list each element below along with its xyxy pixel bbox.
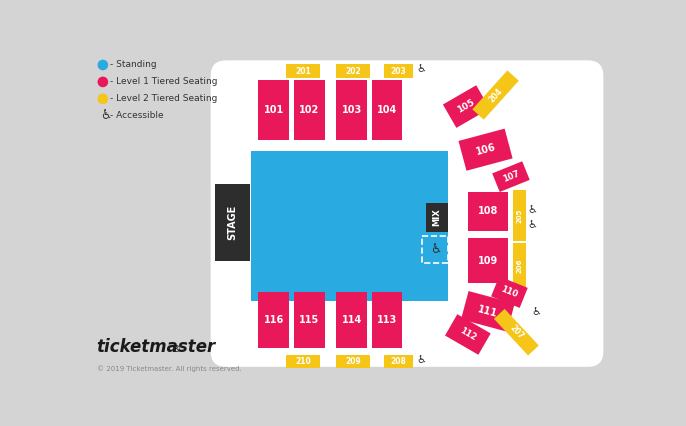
- Text: 116: 116: [263, 315, 284, 325]
- Bar: [473, 70, 519, 120]
- Text: - Level 2 Tiered Seating: - Level 2 Tiered Seating: [110, 95, 217, 104]
- FancyBboxPatch shape: [294, 80, 324, 140]
- Text: 112: 112: [458, 326, 477, 343]
- Text: 114: 114: [342, 315, 362, 325]
- Text: 208: 208: [390, 357, 407, 366]
- Text: ♿: ♿: [99, 109, 111, 122]
- Text: 103: 103: [342, 105, 362, 115]
- Text: - Level 1 Tiered Seating: - Level 1 Tiered Seating: [110, 78, 217, 86]
- Text: 115: 115: [299, 315, 320, 325]
- FancyBboxPatch shape: [372, 292, 403, 348]
- Text: 102: 102: [299, 105, 320, 115]
- Text: © 2019 Ticketmaster. All rights reserved.: © 2019 Ticketmaster. All rights reserved…: [97, 365, 241, 372]
- FancyBboxPatch shape: [294, 292, 324, 348]
- Text: 105: 105: [456, 98, 477, 115]
- Text: 210: 210: [295, 357, 311, 366]
- Text: ♿: ♿: [416, 63, 426, 73]
- Bar: [491, 276, 528, 308]
- FancyBboxPatch shape: [211, 60, 604, 367]
- Text: ♿: ♿: [528, 204, 538, 214]
- Text: 110: 110: [499, 285, 519, 299]
- Circle shape: [98, 94, 108, 104]
- FancyBboxPatch shape: [336, 354, 370, 368]
- FancyBboxPatch shape: [384, 354, 413, 368]
- Text: 205: 205: [517, 208, 523, 223]
- Text: 201: 201: [295, 66, 311, 76]
- Circle shape: [98, 77, 108, 86]
- Text: ®: ®: [172, 345, 181, 354]
- FancyBboxPatch shape: [468, 192, 508, 230]
- Bar: [494, 309, 539, 355]
- Text: 104: 104: [377, 105, 397, 115]
- Text: 106: 106: [475, 142, 497, 157]
- Circle shape: [98, 60, 108, 69]
- Text: 111: 111: [477, 304, 499, 319]
- FancyBboxPatch shape: [426, 203, 448, 232]
- FancyBboxPatch shape: [468, 238, 508, 283]
- FancyBboxPatch shape: [336, 292, 367, 348]
- FancyBboxPatch shape: [336, 80, 367, 140]
- Text: 206: 206: [517, 259, 523, 273]
- Text: 209: 209: [345, 357, 361, 366]
- FancyBboxPatch shape: [259, 292, 289, 348]
- Text: 107: 107: [501, 169, 521, 184]
- Text: 113: 113: [377, 315, 397, 325]
- FancyBboxPatch shape: [252, 151, 448, 301]
- Text: ♿: ♿: [416, 354, 426, 364]
- Text: 203: 203: [390, 66, 406, 76]
- Text: - Standing: - Standing: [110, 60, 156, 69]
- Bar: [445, 314, 490, 355]
- FancyBboxPatch shape: [286, 354, 320, 368]
- FancyBboxPatch shape: [384, 64, 413, 78]
- FancyBboxPatch shape: [286, 64, 320, 78]
- Text: 202: 202: [345, 66, 361, 76]
- Text: ♿: ♿: [528, 219, 538, 229]
- Text: MIX: MIX: [433, 209, 442, 226]
- FancyBboxPatch shape: [215, 184, 250, 261]
- FancyBboxPatch shape: [336, 64, 370, 78]
- Text: 207: 207: [508, 323, 525, 341]
- Bar: [458, 129, 512, 171]
- Text: ticketmaster: ticketmaster: [97, 338, 216, 356]
- Text: 101: 101: [263, 105, 284, 115]
- Text: 204: 204: [487, 86, 504, 104]
- Text: ♿: ♿: [430, 243, 441, 256]
- Bar: [493, 161, 530, 192]
- Text: 108: 108: [477, 206, 498, 216]
- FancyBboxPatch shape: [513, 190, 525, 241]
- Text: - Accessible: - Accessible: [110, 111, 163, 120]
- Text: 109: 109: [477, 256, 498, 265]
- Text: STAGE: STAGE: [228, 204, 237, 240]
- FancyBboxPatch shape: [259, 80, 289, 140]
- Text: ♿: ♿: [532, 305, 541, 316]
- Bar: [443, 85, 490, 128]
- Bar: [461, 291, 514, 332]
- FancyBboxPatch shape: [372, 80, 403, 140]
- FancyBboxPatch shape: [513, 243, 525, 289]
